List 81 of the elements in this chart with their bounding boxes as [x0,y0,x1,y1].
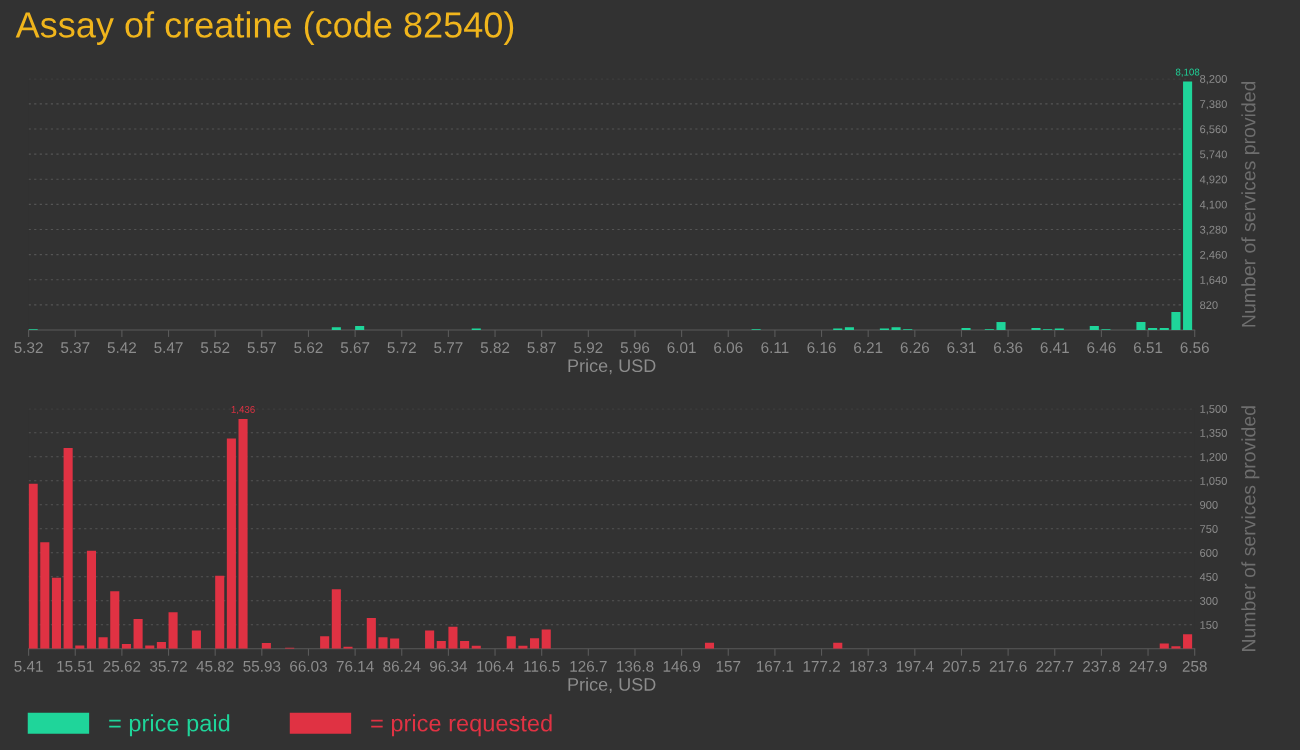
y-tick-label: 300 [1199,597,1218,605]
legend-label: = price requested [371,714,552,737]
legend-label: = price paid [109,714,230,737]
y-axis-title: Number of services provided [1241,406,1260,651]
y-tick-label: 820 [1200,301,1218,310]
x-tick-label: 25.62 [103,660,141,672]
x-tick-label: 258 [1182,660,1207,672]
y-tick-label: 4,920 [1199,175,1227,185]
x-tick-label: 15.51 [57,661,94,672]
y-tick-label: 5,740 [1200,150,1227,160]
y-axis-title: Number of services provided [1241,81,1260,327]
x-tick-label: 5.67 [340,342,370,354]
x-tick-label: 187.3 [850,660,887,672]
y-tick-label: 1,350 [1200,429,1227,439]
x-tick-label: 5.37 [60,342,90,354]
x-tick-label: 6.01 [667,342,696,354]
x-tick-label: 126.7 [570,660,607,672]
data-label: 8,108 [1175,68,1200,77]
x-tick-label: 66.03 [290,660,327,672]
x-tick-label: 35.72 [150,660,187,672]
x-tick-label: 6.46 [1087,342,1116,354]
x-tick-label: 146.9 [663,660,701,672]
x-tick-label: 6.41 [1040,342,1069,354]
x-tick-label: 45.82 [196,660,234,672]
x-tick-label: 6.26 [900,342,930,354]
x-tick-label: 6.31 [947,342,976,354]
x-tick-label: 5.87 [527,342,556,354]
x-tick-label: 157 [716,661,741,672]
y-tick-label: 600 [1200,549,1218,557]
y-tick-label: 150 [1200,621,1218,629]
y-tick-label: 450 [1199,573,1218,581]
x-tick-label: 76.14 [336,660,374,672]
y-tick-label: 3,280 [1199,225,1227,235]
x-tick-label: 5.92 [574,342,603,354]
y-tick-label: 7,380 [1200,100,1227,110]
y-tick-label: 2,460 [1200,250,1227,261]
chart-title: Assay of creatine (code 82540) [15,11,514,45]
y-tick-label: 1,500 [1200,405,1227,415]
x-tick-label: 5.72 [387,342,416,354]
y-tick-label: 1,200 [1200,453,1227,463]
x-tick-label: 5.82 [480,342,510,354]
x-tick-label: 5.32 [14,342,43,354]
x-tick-label: 237.8 [1083,660,1120,672]
x-tick-label: 6.11 [761,342,789,354]
x-tick-label: 5.47 [154,342,183,354]
x-tick-label: 217.6 [989,660,1027,672]
x-tick-label: 6.21 [854,342,883,354]
x-tick-label: 167.1 [756,660,794,672]
x-tick-label: 96.34 [430,660,468,672]
x-tick-label: 116.5 [524,660,560,672]
x-tick-label: 247.9 [1129,660,1167,672]
x-axis-title: Price, USD [568,358,656,375]
x-tick-label: 136.8 [617,660,654,672]
x-tick-label: 5.77 [434,342,463,354]
x-tick-label: 5.42 [107,342,136,354]
data-label: 1,436 [231,406,255,415]
x-tick-label: 6.56 [1180,342,1209,354]
y-tick-label: 900 [1200,501,1218,509]
x-tick-label: 5.52 [200,342,230,354]
x-tick-label: 86.24 [383,660,421,672]
x-tick-label: 5.41 [14,661,43,672]
x-tick-label: 177.2 [803,660,840,672]
y-tick-label: 1,640 [1200,276,1227,286]
x-tick-label: 5.62 [294,342,323,354]
y-tick-label: 1,050 [1200,477,1227,487]
x-axis-title: Price, USD [568,677,656,693]
x-tick-label: 6.16 [807,342,836,354]
x-tick-label: 5.96 [620,342,650,354]
y-tick-label: 4,100 [1199,200,1227,210]
x-tick-label: 6.06 [714,342,743,354]
x-tick-label: 6.51 [1133,342,1163,354]
x-tick-label: 106.4 [477,660,514,672]
x-tick-label: 5.57 [247,342,276,354]
y-tick-label: 6,560 [1200,125,1227,135]
x-tick-label: 197.4 [896,660,934,672]
y-tick-label: 8,200 [1200,75,1227,85]
x-tick-label: 207.5 [943,660,980,672]
x-tick-label: 6.36 [994,342,1023,354]
y-tick-label: 750 [1200,525,1218,533]
x-tick-label: 227.7 [1036,660,1074,672]
x-tick-label: 55.93 [243,660,281,672]
